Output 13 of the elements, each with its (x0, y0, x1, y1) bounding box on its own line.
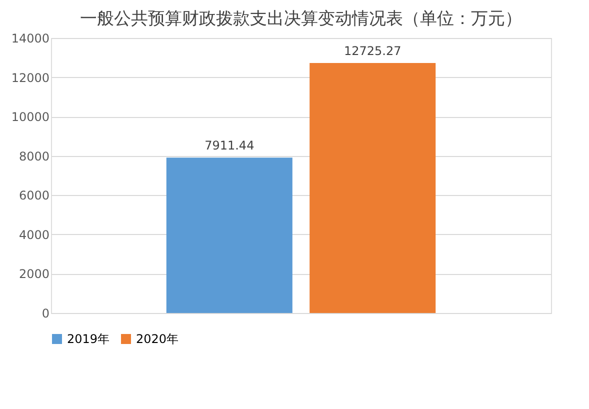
y-tick-label: 12000 (11, 70, 50, 85)
data-label: 7911.44 (204, 138, 254, 153)
y-tick-label: 8000 (18, 149, 50, 164)
y-tick-label: 2000 (18, 267, 50, 282)
legend-label: 2019年 (67, 332, 110, 346)
y-tick-label: 0 (42, 306, 50, 320)
y-tick-label: 6000 (18, 188, 50, 203)
y-tick-label: 14000 (11, 32, 50, 46)
data-label: 12725.27 (344, 44, 402, 58)
y-tick-label: 10000 (11, 110, 50, 124)
y-tick-label: 4000 (18, 228, 50, 242)
legend-label: 2020年 (136, 332, 179, 346)
chart-title: 一般公共预算财政拨款支出决算变动情况表（单位：万元） (80, 9, 522, 29)
